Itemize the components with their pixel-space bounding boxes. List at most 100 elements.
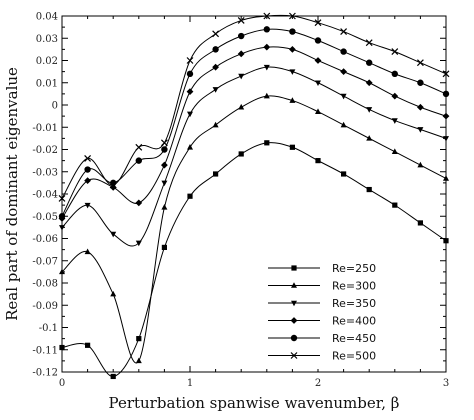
data-point-re-400 (289, 45, 296, 53)
legend-label: Re=400 (332, 315, 376, 328)
data-point-re-300 (315, 108, 321, 114)
legend-label: Re=250 (332, 262, 376, 275)
y-tick-label: 0.01 (36, 78, 58, 89)
data-point-re-300 (212, 121, 219, 128)
legend-box (264, 258, 414, 369)
data-point-re-300 (135, 357, 142, 364)
data-point-re-250 (161, 244, 167, 250)
data-point-re-500 (365, 39, 373, 47)
data-point-re-400 (365, 79, 373, 87)
y-tick-label: 0.03 (36, 34, 58, 45)
series-line-re-450 (61, 28, 447, 217)
data-point-re-500 (160, 139, 168, 147)
data-point-re-400 (84, 177, 91, 185)
legend-item: Re=450 (268, 332, 376, 345)
data-point-re-300 (263, 92, 270, 99)
data-point-re-500 (340, 28, 348, 35)
legend-label: Re=300 (332, 280, 376, 293)
data-point-re-500 (135, 143, 143, 151)
data-point-re-250 (264, 140, 270, 146)
legend: Re=250 Re=300 Re=350 Re=400 Re=450 Re=500 (264, 258, 414, 369)
data-point-re-350 (212, 87, 219, 93)
data-point-re-450 (84, 166, 91, 173)
data-point-re-400 (212, 63, 219, 71)
data-point-re-350 (289, 69, 296, 75)
data-point-re-450 (238, 32, 245, 40)
data-point-re-400 (314, 57, 322, 64)
data-point-re-250 (417, 220, 423, 226)
data-point-re-300 (238, 103, 245, 110)
plot-lines (61, 14, 447, 377)
y-tick-label: -0.01 (32, 123, 58, 134)
legend-label: Re=450 (332, 332, 376, 345)
data-point-re-500 (186, 57, 194, 64)
data-point-re-300 (340, 121, 347, 128)
y-tick-label: -0.05 (32, 212, 58, 223)
data-point-re-500 (109, 181, 117, 189)
data-point-re-500 (212, 30, 220, 38)
legend-label: Re=350 (332, 297, 376, 310)
x-axis-ticks: 0 1 2 3 (59, 16, 449, 389)
data-point-re-450 (161, 146, 168, 153)
data-point-re-350 (315, 80, 321, 87)
y-tick-label: -0.1 (39, 323, 58, 334)
legend-items: Re=250 Re=300 Re=350 Re=400 Re=450 Re=500 (268, 262, 376, 363)
data-point-re-500 (391, 48, 399, 56)
series-line-re-250 (61, 142, 447, 377)
data-point-re-450 (417, 79, 424, 86)
legend-marker (290, 317, 298, 324)
data-point-re-350 (263, 64, 270, 71)
data-point-re-300 (366, 135, 373, 141)
data-point-re-400 (340, 68, 347, 76)
legend-marker (291, 282, 297, 288)
x-tick-label: 0 (59, 378, 65, 389)
data-point-re-350 (161, 180, 168, 187)
legend-item: Re=300 (268, 280, 376, 293)
x-tick-label: 1 (187, 378, 193, 389)
x-tick-label: 3 (443, 378, 449, 389)
y-tick-label: 0.02 (36, 56, 58, 67)
data-point-re-450 (110, 179, 117, 187)
data-point-re-300 (289, 97, 296, 103)
data-point-re-350 (238, 73, 245, 80)
series-line-re-400 (61, 46, 447, 219)
data-point-re-450 (135, 157, 142, 164)
data-point-re-450 (340, 48, 347, 55)
y-tick-label: -0.07 (32, 256, 58, 267)
y-tick-label: 0 (52, 101, 58, 112)
data-point-re-450 (366, 59, 373, 66)
y-tick-label: -0.09 (32, 301, 58, 312)
data-point-re-250 (187, 193, 193, 199)
data-point-re-250 (289, 144, 295, 150)
data-point-re-400 (109, 183, 117, 191)
y-axis-title: Real part of dominant eigenvalue (3, 67, 21, 321)
data-point-re-400 (161, 161, 168, 169)
x-tick-label: 2 (315, 378, 321, 389)
data-point-re-400 (237, 50, 245, 58)
data-point-re-250 (136, 336, 142, 342)
legend-marker (291, 265, 297, 271)
data-point-re-350 (135, 240, 142, 247)
legend-marker (290, 352, 298, 359)
y-tick-label: -0.02 (32, 145, 58, 156)
y-tick-label: -0.12 (32, 368, 58, 379)
legend-marker (290, 334, 298, 342)
data-point-re-350 (391, 118, 398, 124)
data-point-re-350 (187, 111, 193, 118)
data-point-re-350 (110, 231, 117, 238)
data-point-re-250 (85, 342, 91, 348)
data-point-re-500 (84, 154, 92, 162)
data-point-re-450 (391, 70, 398, 78)
data-point-re-450 (186, 70, 194, 78)
data-point-re-300 (84, 248, 91, 255)
data-point-re-400 (263, 43, 271, 51)
data-point-re-400 (391, 92, 399, 100)
series-line-re-350 (61, 66, 447, 247)
series-line-re-500 (61, 14, 447, 199)
data-point-re-300 (417, 161, 424, 168)
data-point-re-500 (314, 19, 322, 27)
data-point-re-250 (392, 202, 398, 208)
y-axis-ticks: -0.12 -0.11 -0.1 -0.09 -0.08 -0.07 -0.06 -0.05 -… (32, 12, 446, 379)
data-point-re-400 (186, 88, 194, 96)
data-point-re-300 (110, 290, 117, 297)
